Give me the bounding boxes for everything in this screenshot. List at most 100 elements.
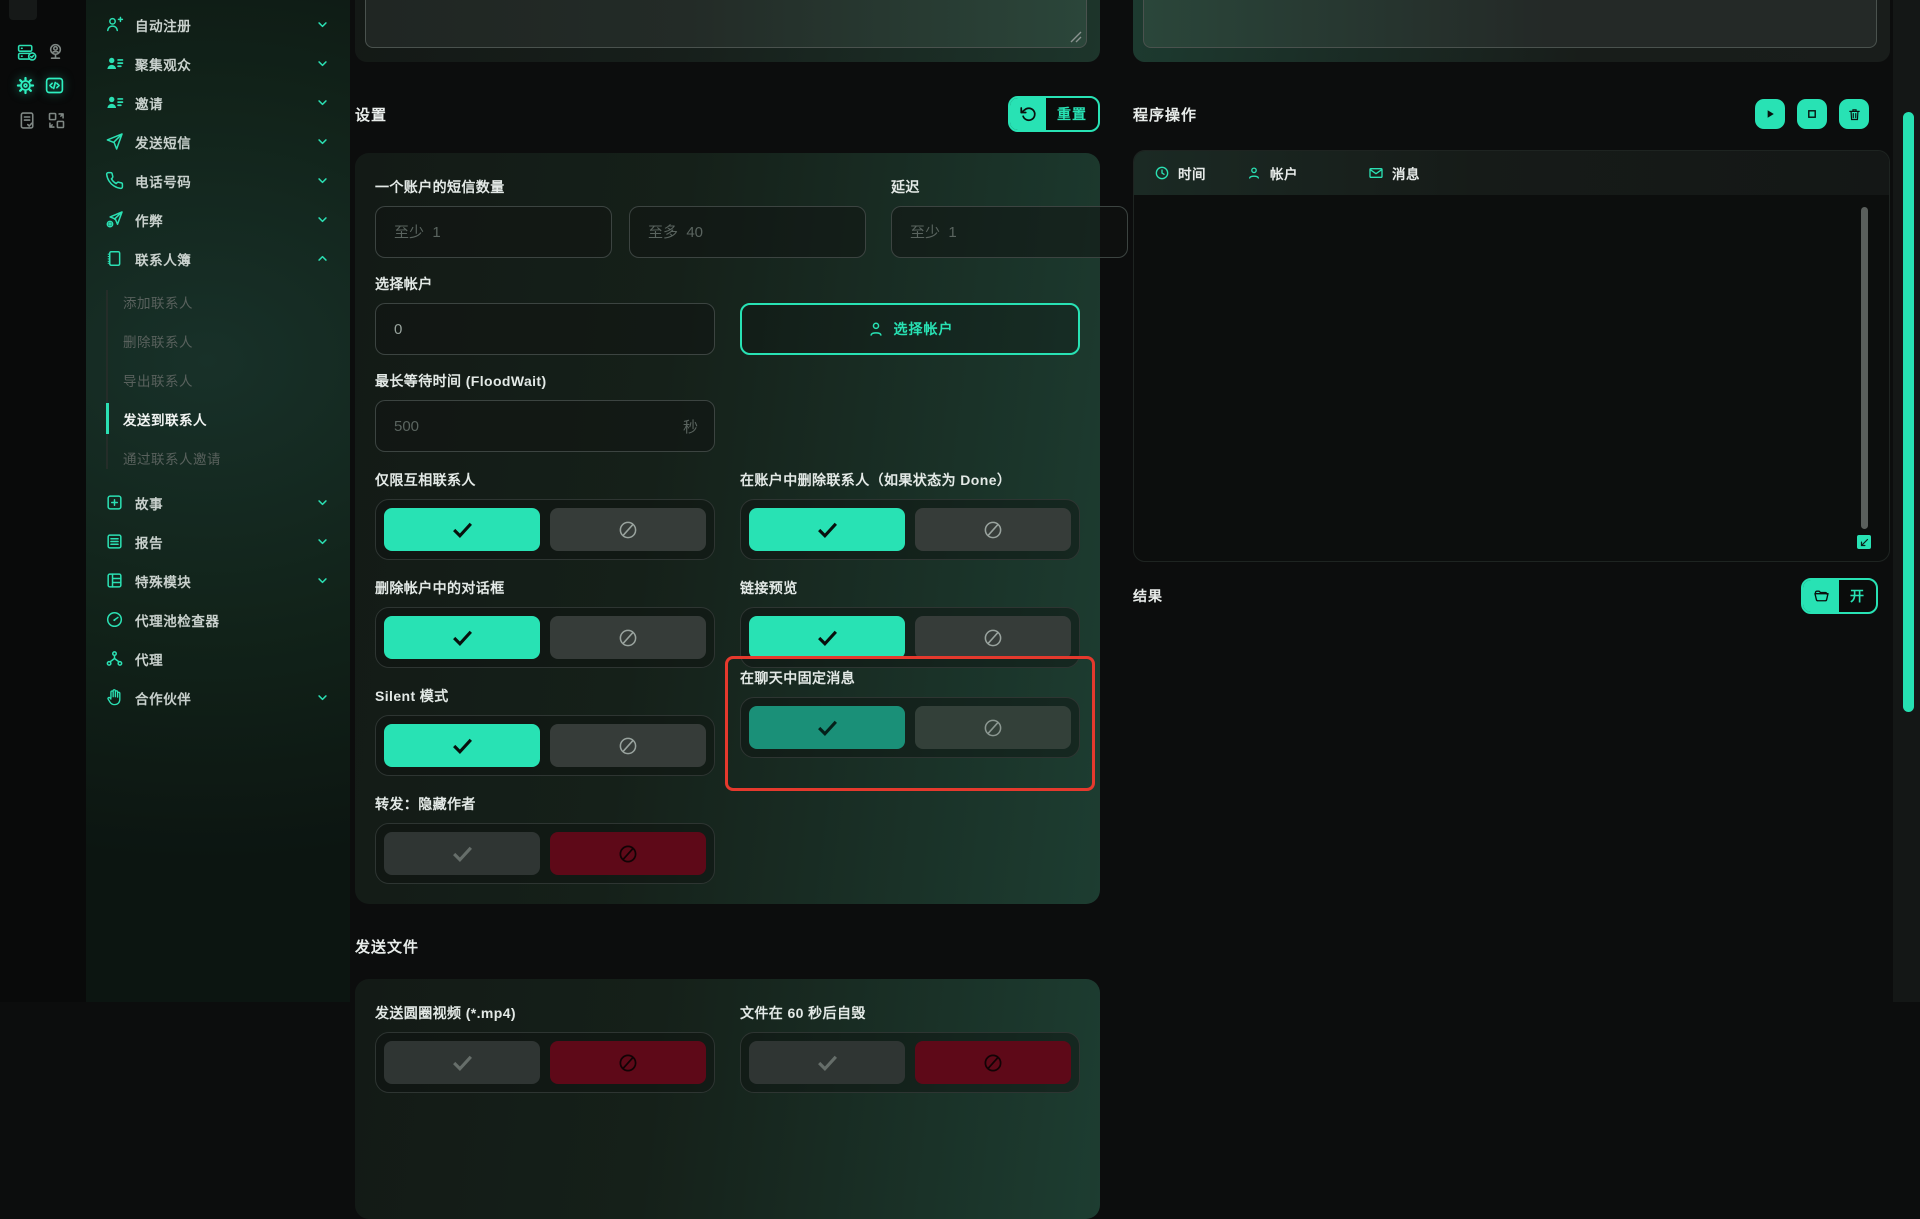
toggle-yes-button[interactable] — [384, 508, 540, 551]
toggle-no-button[interactable] — [550, 724, 706, 767]
subitem-label: 发送到联系人 — [123, 409, 207, 429]
toggle-mutual-contacts — [375, 499, 715, 560]
sidebar-item-proxy[interactable]: 代理 — [86, 639, 350, 678]
toggle-no-button[interactable] — [550, 832, 706, 875]
doc-check-icon[interactable] — [17, 110, 38, 131]
toggle-yes-button[interactable] — [749, 616, 905, 659]
toggle-delete-contacts-done — [740, 499, 1080, 560]
page-scrollbar-thumb[interactable] — [1903, 112, 1914, 712]
toggle-field-mutual-contacts: 仅限互相联系人 — [375, 470, 715, 560]
folder-icon — [1803, 580, 1839, 612]
reset-button[interactable]: 重置 — [1008, 96, 1100, 132]
toggle-yes-button[interactable] — [749, 508, 905, 551]
sidebar-item-auto-register[interactable]: 自动注册 — [86, 5, 350, 44]
toggle-yes-button[interactable] — [749, 706, 905, 749]
gauge-icon — [105, 610, 124, 629]
person-icon — [867, 320, 885, 338]
sidebar-subitem-invite-by-contacts[interactable]: 通过联系人邀请 — [123, 438, 350, 477]
message-textarea[interactable] — [365, 0, 1087, 48]
sidebar-item-invite[interactable]: 邀请 — [86, 83, 350, 122]
floodwait-input[interactable] — [392, 417, 683, 436]
play-button[interactable] — [1755, 99, 1785, 129]
swap-icon[interactable] — [46, 110, 67, 131]
sidebar-item-label: 聚集观众 — [135, 54, 315, 74]
toggle-no-button[interactable] — [550, 508, 706, 551]
log-textarea[interactable] — [1143, 0, 1877, 48]
sidebar-item-label: 特殊模块 — [135, 571, 315, 591]
operations-table-header: 时间 帐户 消息 — [1134, 151, 1889, 195]
sidebar-subitem-export-contacts[interactable]: 导出联系人 — [123, 360, 350, 399]
send-plus-icon — [105, 210, 124, 229]
sidebar-item-proxy-checker[interactable]: 代理池检查器 — [86, 600, 350, 639]
server-check-icon[interactable] — [16, 42, 37, 63]
account-count-input[interactable] — [392, 320, 698, 339]
trash-button[interactable] — [1839, 99, 1869, 129]
delay-min-input[interactable] — [908, 223, 1111, 242]
sidebar-item-label: 代理 — [135, 649, 330, 669]
app-logo — [9, 0, 37, 20]
open-result-button-label: 开 — [1839, 580, 1876, 612]
check-icon — [450, 625, 475, 650]
toggle-field-forward-hide-author: 转发：隐藏作者 — [375, 794, 715, 884]
sidebar-item-partners[interactable]: 合作伙伴 — [86, 678, 350, 717]
toggle-yes-button[interactable] — [384, 1041, 540, 1084]
hand-icon — [105, 688, 124, 707]
sms-min-input[interactable] — [392, 223, 595, 242]
user-icon — [1246, 165, 1262, 181]
delay-min-field — [891, 206, 1128, 258]
open-result-button[interactable]: 开 — [1801, 578, 1878, 614]
send-files-title: 发送文件 — [355, 936, 1100, 957]
toggle-no-button[interactable] — [915, 508, 1071, 551]
users-icon — [105, 93, 124, 112]
message-text-panel — [355, 0, 1100, 62]
result-label: 结果 — [1133, 586, 1163, 606]
toggle-yes-button[interactable] — [384, 724, 540, 767]
toggle-silent-mode — [375, 715, 715, 776]
toggle-label: Silent 模式 — [375, 686, 715, 706]
toggle-no-button[interactable] — [550, 1041, 706, 1084]
page-scrollbar — [1893, 0, 1920, 1002]
sidebar-item-cheat[interactable]: 作弊 — [86, 200, 350, 239]
sidebar-item-gather-audience[interactable]: 聚集观众 — [86, 44, 350, 83]
toggle-no-button[interactable] — [550, 616, 706, 659]
table-scrollbar-thumb[interactable] — [1861, 207, 1868, 529]
stop-icon — [1805, 107, 1819, 121]
toggle-delete-dialogs — [375, 607, 715, 668]
account-count-field — [375, 303, 715, 355]
toggle-yes-button[interactable] — [384, 616, 540, 659]
gear-icon[interactable] — [15, 75, 36, 96]
sidebar-item-send-sms[interactable]: 发送短信 — [86, 122, 350, 161]
toggle-yes-button[interactable] — [749, 1041, 905, 1084]
sidebar-item-special-modules[interactable]: 特殊模块 — [86, 561, 350, 600]
chevron-down-icon — [315, 690, 330, 705]
modules-icon — [105, 571, 124, 590]
sidebar-subitem-send-to-contacts[interactable]: 发送到联系人 — [123, 399, 350, 438]
sidebar-item-stories[interactable]: 故事 — [86, 483, 350, 522]
table-resize-grip[interactable] — [1857, 535, 1871, 549]
account-icon[interactable] — [45, 42, 66, 63]
contact-book-submenu: 添加联系人 删除联系人 导出联系人 发送到联系人 通过联系人邀请 — [86, 282, 350, 477]
sidebar-subitem-delete-contacts[interactable]: 删除联系人 — [123, 321, 350, 360]
subitem-label: 删除联系人 — [123, 331, 193, 351]
stop-button[interactable] — [1797, 99, 1827, 129]
sidebar-item-contact-book[interactable]: 联系人簿 — [86, 239, 350, 278]
plus-square-icon — [105, 493, 124, 512]
select-account-button[interactable]: 选择帐户 — [740, 303, 1080, 355]
settings-title: 设置 — [355, 104, 387, 125]
chevron-up-icon — [315, 251, 330, 266]
code-window-icon[interactable] — [44, 75, 65, 96]
sms-max-input[interactable] — [646, 223, 849, 242]
toggle-no-button[interactable] — [915, 1041, 1071, 1084]
sidebar-subitem-add-contacts[interactable]: 添加联系人 — [123, 282, 350, 321]
sidebar-item-reports[interactable]: 报告 — [86, 522, 350, 561]
toggle-no-button[interactable] — [915, 616, 1071, 659]
toggle-yes-button[interactable] — [384, 832, 540, 875]
check-icon — [450, 517, 475, 542]
play-icon — [1763, 107, 1777, 121]
select-account-label: 选择帐户 — [375, 274, 715, 294]
column-time: 时间 — [1134, 163, 1246, 183]
toggle-label: 仅限互相联系人 — [375, 470, 715, 490]
textarea-resize-grip[interactable] — [1070, 31, 1082, 43]
sidebar-item-phone-numbers[interactable]: 电话号码 — [86, 161, 350, 200]
toggle-no-button[interactable] — [915, 706, 1071, 749]
